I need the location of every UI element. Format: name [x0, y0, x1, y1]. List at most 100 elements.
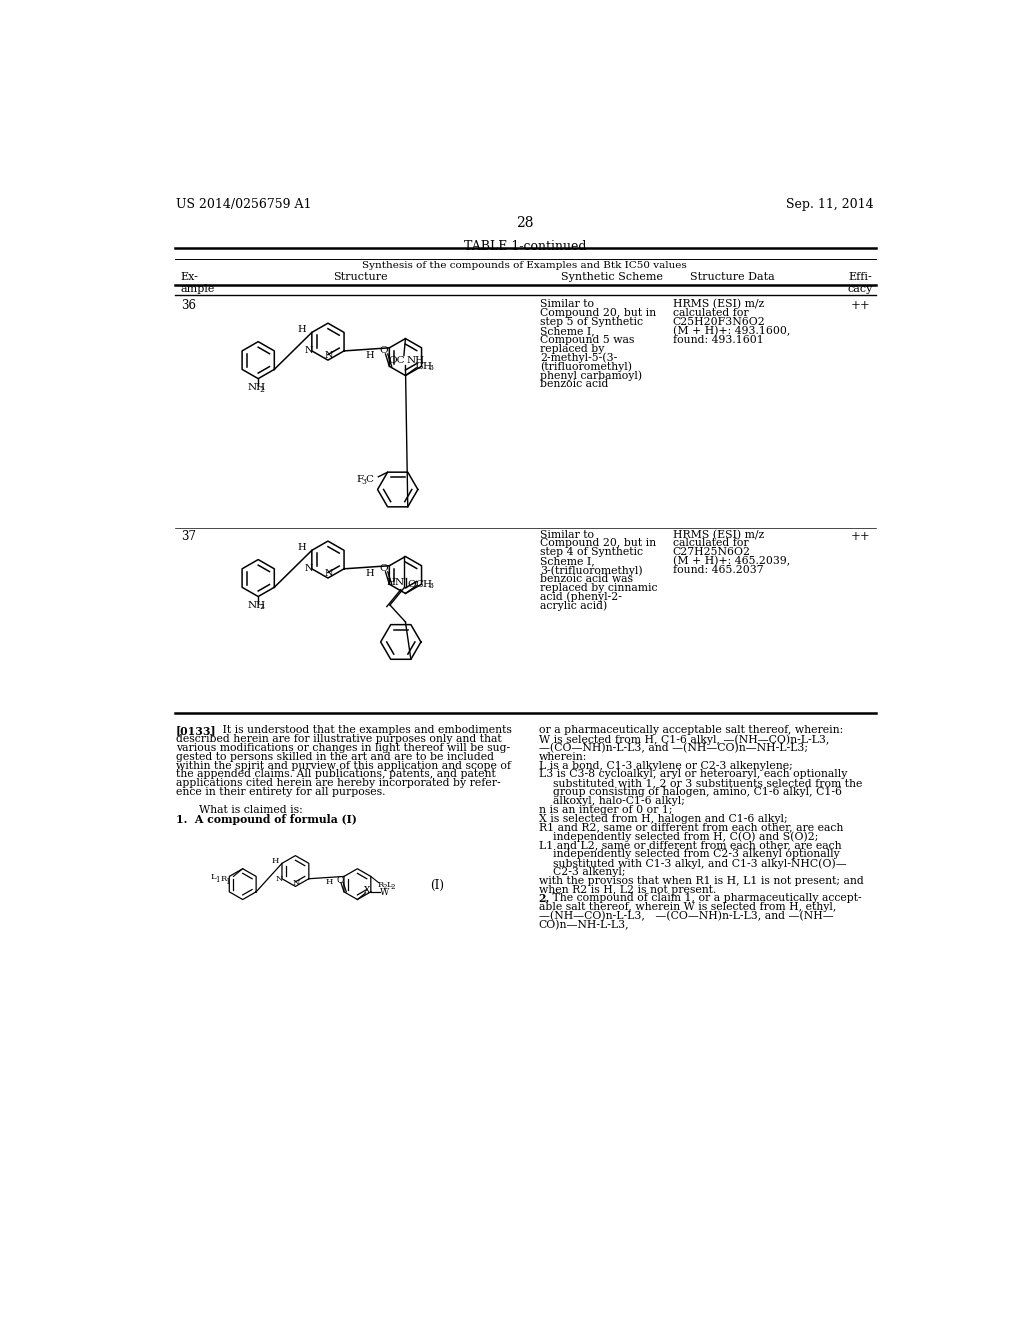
- Text: NH: NH: [248, 383, 265, 392]
- Text: 3: 3: [428, 582, 433, 590]
- Text: with the provisos that when R1 is H, L1 is not present; and: with the provisos that when R1 is H, L1 …: [539, 875, 863, 886]
- Text: 1: 1: [225, 878, 230, 886]
- Text: Synthesis of the compounds of Examples and Btk IC50 values: Synthesis of the compounds of Examples a…: [362, 261, 687, 269]
- Text: wherein:: wherein:: [539, 751, 587, 762]
- Text: [0133]: [0133]: [176, 725, 217, 737]
- Text: various modifications or changes in light thereof will be sug-: various modifications or changes in ligh…: [176, 743, 510, 752]
- Text: acrylic acid): acrylic acid): [541, 601, 607, 611]
- Text: NH: NH: [248, 601, 265, 610]
- Text: step 5 of Synthetic: step 5 of Synthetic: [541, 317, 643, 327]
- Text: H: H: [326, 878, 333, 886]
- Text: step 4 of Synthetic: step 4 of Synthetic: [541, 548, 643, 557]
- Text: replaced by: replaced by: [541, 343, 605, 354]
- Text: X: X: [365, 887, 371, 895]
- Text: 2-methyl-5-(3-: 2-methyl-5-(3-: [541, 352, 617, 363]
- Text: W: W: [380, 888, 389, 898]
- Text: CH: CH: [416, 362, 432, 371]
- Text: HRMS (ESI) m/z: HRMS (ESI) m/z: [673, 529, 764, 540]
- Text: 2.: 2.: [539, 894, 550, 904]
- Text: US 2014/0256759 A1: US 2014/0256759 A1: [176, 198, 311, 211]
- Text: 2: 2: [391, 883, 395, 891]
- Text: L: L: [210, 874, 216, 882]
- Text: H: H: [366, 569, 374, 578]
- Text: phenyl carbamoyl): phenyl carbamoyl): [541, 370, 642, 380]
- Text: N: N: [275, 875, 284, 883]
- Text: 2: 2: [260, 603, 264, 611]
- Text: substituted with 1, 2 or 3 substituents selected from the: substituted with 1, 2 or 3 substituents …: [539, 779, 862, 788]
- Text: 1.  A compound of formula (I): 1. A compound of formula (I): [176, 814, 357, 825]
- Text: HN: HN: [387, 578, 404, 587]
- Text: acid (phenyl-2-: acid (phenyl-2-: [541, 591, 623, 602]
- Text: Scheme I,: Scheme I,: [541, 556, 595, 566]
- Text: Ex-
ample: Ex- ample: [180, 272, 215, 294]
- Text: Synthetic Scheme: Synthetic Scheme: [561, 272, 664, 282]
- Text: L3 is C3-8 cycloalkyl, aryl or heteroaryl, each optionally: L3 is C3-8 cycloalkyl, aryl or heteroary…: [539, 770, 847, 779]
- Text: (I): (I): [430, 879, 444, 892]
- Text: 1: 1: [215, 875, 219, 883]
- Text: 2: 2: [382, 883, 387, 891]
- Text: described herein are for illustrative purposes only and that: described herein are for illustrative pu…: [176, 734, 502, 744]
- Text: C: C: [366, 475, 373, 484]
- Text: H: H: [298, 325, 306, 334]
- Text: (M + H)+: 465.2039,: (M + H)+: 465.2039,: [673, 556, 791, 566]
- Text: independently selected from C2-3 alkenyl optionally: independently selected from C2-3 alkenyl…: [539, 849, 840, 859]
- Text: OC: OC: [388, 355, 406, 364]
- Text: calculated for: calculated for: [673, 539, 749, 548]
- Text: 36: 36: [180, 300, 196, 313]
- Text: Structure Data: Structure Data: [690, 272, 775, 282]
- Text: N: N: [304, 346, 312, 355]
- Text: TABLE 1-continued: TABLE 1-continued: [464, 240, 586, 253]
- Text: within the spirit and purview of this application and scope of: within the spirit and purview of this ap…: [176, 760, 511, 771]
- Text: H: H: [366, 351, 374, 360]
- Text: found: 465.2037: found: 465.2037: [673, 565, 764, 576]
- Text: L is a bond, C1-3 alkylene or C2-3 alkenylene;: L is a bond, C1-3 alkylene or C2-3 alken…: [539, 760, 793, 771]
- Text: —(CO—NH)n-L-L3, and —(NH—CO)n—NH-L-L3;: —(CO—NH)n-L-L3, and —(NH—CO)n—NH-L-L3;: [539, 743, 808, 754]
- Text: HRMS (ESI) m/z: HRMS (ESI) m/z: [673, 300, 764, 310]
- Text: ++: ++: [851, 300, 870, 313]
- Text: applications cited herein are hereby incorporated by refer-: applications cited herein are hereby inc…: [176, 779, 501, 788]
- Text: 3-(trifluoromethyl): 3-(trifluoromethyl): [541, 565, 643, 576]
- Text: (trifluoromethyl): (trifluoromethyl): [541, 362, 632, 372]
- Text: F: F: [356, 475, 364, 484]
- Text: when R2 is H, L2 is not present.: when R2 is H, L2 is not present.: [539, 884, 716, 895]
- Text: gested to persons skilled in the art and are to be included: gested to persons skilled in the art and…: [176, 751, 494, 762]
- Text: 2: 2: [260, 385, 264, 393]
- Text: substituted with C1-3 alkyl, and C1-3 alkyl-NHC(O)—: substituted with C1-3 alkyl, and C1-3 al…: [539, 858, 847, 869]
- Text: group consisting of halogen, amino, C1-6 alkyl, C1-6: group consisting of halogen, amino, C1-6…: [539, 787, 842, 797]
- Text: —(NH—CO)n-L-L3,   —(CO—NH)n-L-L3, and —(NH—: —(NH—CO)n-L-L3, —(CO—NH)n-L-L3, and —(NH…: [539, 911, 834, 921]
- Text: Compound 5 was: Compound 5 was: [541, 335, 635, 345]
- Text: C25H20F3N6O2: C25H20F3N6O2: [673, 317, 766, 327]
- Text: W is selected from H, C1-6 alkyl, —(NH—CO)n-L-L3,: W is selected from H, C1-6 alkyl, —(NH—C…: [539, 734, 829, 744]
- Text: found: 493.1601: found: 493.1601: [673, 335, 764, 345]
- Text: CH: CH: [416, 579, 432, 589]
- Text: Compound 20, but in: Compound 20, but in: [541, 539, 656, 548]
- Text: R: R: [378, 880, 384, 890]
- Text: Effi-
cacy: Effi- cacy: [848, 272, 873, 294]
- Text: O: O: [408, 579, 417, 589]
- Text: L: L: [386, 880, 392, 890]
- Text: L1 and L2, same or different from each other, are each: L1 and L2, same or different from each o…: [539, 841, 842, 850]
- Text: Sep. 11, 2014: Sep. 11, 2014: [786, 198, 873, 211]
- Text: O: O: [336, 875, 344, 884]
- Text: 28: 28: [516, 216, 534, 230]
- Text: H: H: [298, 543, 306, 552]
- Text: Similar to: Similar to: [541, 300, 594, 309]
- Text: X is selected from H, halogen and C1-6 alkyl;: X is selected from H, halogen and C1-6 a…: [539, 813, 787, 824]
- Text: R1 and R2, same or different from each other, are each: R1 and R2, same or different from each o…: [539, 822, 843, 833]
- Text: or a pharmaceutically acceptable salt thereof, wherein:: or a pharmaceutically acceptable salt th…: [539, 725, 843, 735]
- Text: R: R: [221, 875, 227, 883]
- Text: Structure: Structure: [333, 272, 388, 282]
- Text: The compound of claim 1, or a pharmaceutically accept-: The compound of claim 1, or a pharmaceut…: [549, 894, 861, 903]
- Text: O: O: [379, 564, 388, 573]
- Text: replaced by cinnamic: replaced by cinnamic: [541, 582, 657, 593]
- Text: independently selected from H, C(O) and S(O)2;: independently selected from H, C(O) and …: [539, 832, 818, 842]
- Text: C2-3 alkenyl;: C2-3 alkenyl;: [539, 867, 626, 876]
- Text: It is understood that the examples and embodiments: It is understood that the examples and e…: [212, 725, 512, 735]
- Text: N: N: [304, 564, 312, 573]
- Text: O: O: [379, 346, 388, 355]
- Text: 37: 37: [180, 529, 196, 543]
- Text: calculated for: calculated for: [673, 308, 749, 318]
- Text: Scheme I,: Scheme I,: [541, 326, 595, 335]
- Text: alkoxyl, halo-C1-6 alkyl;: alkoxyl, halo-C1-6 alkyl;: [539, 796, 685, 807]
- Text: C27H25N6O2: C27H25N6O2: [673, 548, 751, 557]
